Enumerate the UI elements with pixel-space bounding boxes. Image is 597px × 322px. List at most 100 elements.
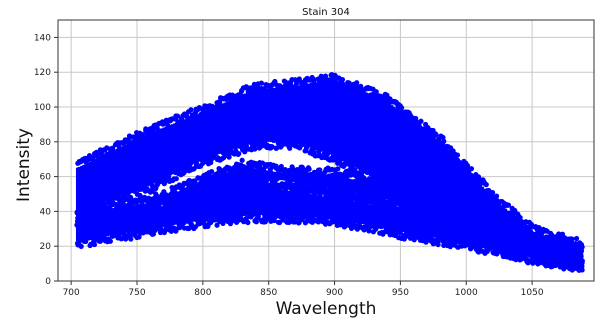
data-point (153, 130, 158, 183)
data-point (257, 169, 261, 181)
data-point (278, 189, 282, 216)
data-point (309, 83, 314, 148)
data-point (480, 186, 485, 237)
data-point (413, 197, 417, 209)
data-point (274, 87, 278, 142)
data-point (366, 228, 372, 234)
data-point (269, 171, 274, 181)
data-point (408, 214, 413, 234)
data-point (330, 174, 335, 189)
data-point (187, 187, 192, 198)
data-point (236, 97, 240, 148)
data-point (417, 125, 421, 202)
data-point (432, 137, 436, 209)
data-point (330, 81, 335, 156)
data-point (507, 241, 512, 253)
data-point (257, 185, 261, 215)
data-point (229, 99, 234, 150)
data-point (349, 87, 354, 166)
data-point (417, 216, 421, 235)
data-point (446, 224, 451, 240)
data-point (569, 254, 573, 264)
data-point (472, 231, 476, 245)
data-point (212, 107, 217, 156)
data-point (354, 80, 360, 86)
data-point (101, 201, 107, 207)
data-point (392, 210, 396, 231)
data-point (226, 154, 232, 160)
data-point (265, 170, 270, 181)
data-point (118, 236, 124, 242)
data-point (303, 84, 308, 146)
data-point (355, 192, 362, 198)
data-point (575, 255, 579, 265)
data-point (558, 252, 563, 262)
data-point (204, 195, 209, 220)
data-point (196, 197, 200, 221)
data-point (120, 146, 124, 196)
data-point (556, 252, 560, 262)
data-point (438, 204, 442, 217)
data-point (97, 215, 101, 238)
data-point (322, 196, 327, 219)
data-point (299, 85, 303, 144)
data-point (354, 201, 358, 223)
x-tick-label: 800 (194, 288, 211, 298)
data-point (204, 180, 209, 193)
data-point (465, 229, 470, 244)
data-point (185, 199, 190, 223)
data-point (463, 168, 468, 227)
data-point (181, 200, 185, 224)
data-point (209, 169, 215, 175)
data-point (113, 149, 118, 198)
data-point (282, 173, 287, 181)
data-point (202, 195, 206, 220)
data-point (392, 190, 396, 202)
data-point (310, 76, 317, 82)
data-point (459, 164, 464, 225)
data-point (453, 225, 457, 241)
data-point (354, 89, 358, 168)
data-point (303, 193, 308, 217)
data-point (421, 129, 426, 204)
data-point (217, 192, 221, 219)
data-point (562, 253, 567, 263)
data-point (333, 81, 337, 156)
data-point (99, 156, 103, 204)
data-point (354, 180, 358, 194)
data-point (489, 189, 496, 196)
data-point (311, 174, 316, 186)
data-point (531, 233, 537, 240)
data-point (80, 217, 84, 241)
data-point (257, 89, 261, 142)
data-point (492, 219, 498, 225)
data-point (465, 171, 470, 228)
data-point (290, 191, 295, 217)
data-point (124, 144, 129, 194)
data-point (481, 214, 487, 220)
data-point (345, 178, 350, 192)
data-point (434, 220, 438, 238)
data-point (419, 216, 424, 236)
data-point (385, 188, 390, 200)
data-point (111, 214, 116, 235)
data-point (333, 193, 339, 199)
data-point (238, 167, 242, 181)
data-point (103, 215, 107, 237)
data-point (377, 206, 381, 228)
data-point (94, 216, 99, 238)
x-tick-label: 700 (63, 288, 80, 298)
data-point (326, 197, 331, 220)
data-point (488, 236, 493, 249)
data-point (339, 83, 343, 160)
data-point (126, 212, 131, 233)
data-point (242, 187, 247, 217)
data-point (337, 82, 341, 159)
data-point (174, 202, 179, 225)
data-point (343, 85, 348, 162)
data-point (215, 192, 219, 219)
data-point (547, 250, 552, 260)
data-point (295, 85, 299, 143)
data-points (74, 72, 585, 273)
data-point (470, 210, 476, 216)
